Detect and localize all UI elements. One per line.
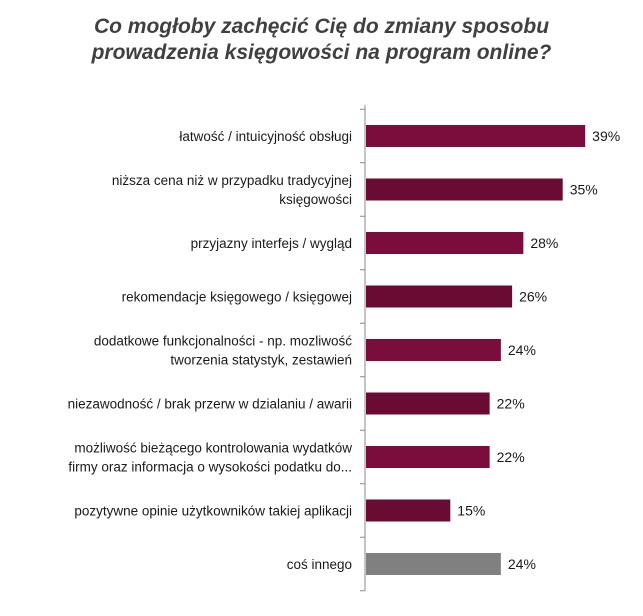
category-label-1: łatwość / intuicyjność obsługi bbox=[179, 129, 352, 144]
value-label-5: 24% bbox=[508, 342, 536, 358]
value-label-6: 22% bbox=[497, 396, 525, 412]
category-label-7-line-2: firmy oraz informacja o wysokości podatk… bbox=[68, 460, 352, 475]
bar-9 bbox=[366, 553, 501, 575]
bar-2 bbox=[366, 178, 563, 201]
value-label-8: 15% bbox=[457, 503, 485, 519]
category-label-6: niezawodność / brak przerw w dzialaniu /… bbox=[68, 397, 352, 412]
category-label-2-line-1: niższa cena niż w przypadku tradycyjnej bbox=[112, 173, 352, 188]
bar-7 bbox=[366, 446, 490, 468]
bar-1 bbox=[366, 125, 586, 147]
category-label-4: rekomendacje księgowego / księgowej bbox=[122, 290, 352, 305]
value-label-7: 22% bbox=[497, 449, 525, 465]
category-label-2-line-2: księgowości bbox=[279, 192, 352, 207]
category-label-5-line-2: tworzenia statystyk, zestawień bbox=[170, 353, 352, 368]
category-label-5-line-1: dodatkowe funkcjonalności - np. mozliwoś… bbox=[94, 334, 352, 349]
bar-3 bbox=[366, 232, 524, 254]
bar-6 bbox=[366, 392, 490, 415]
value-label-4: 26% bbox=[519, 289, 547, 305]
value-label-3: 28% bbox=[530, 235, 558, 251]
category-label-9: coś innego bbox=[287, 557, 352, 572]
category-label-7-line-1: możliwość bieżącego kontrolowania wydatk… bbox=[74, 441, 352, 456]
bar-4 bbox=[366, 285, 513, 308]
value-label-2: 35% bbox=[570, 182, 598, 198]
value-label-1: 39% bbox=[592, 128, 620, 144]
chart-title-line-2: prowadzenia księgowości na program onlin… bbox=[91, 41, 552, 64]
category-label-8: pozytywne opinie użytkowników takiej apl… bbox=[74, 504, 352, 519]
bar-5 bbox=[366, 339, 501, 361]
chart-title: Co mogłoby zachęcić Cię do zmiany sposob… bbox=[0, 14, 643, 66]
bar-8 bbox=[366, 499, 451, 522]
value-label-9: 24% bbox=[508, 556, 536, 572]
category-label-3: przyjazny interfejs / wygląd bbox=[191, 236, 352, 251]
chart-title-line-1: Co mogłoby zachęcić Cię do zmiany sposob… bbox=[93, 15, 550, 38]
